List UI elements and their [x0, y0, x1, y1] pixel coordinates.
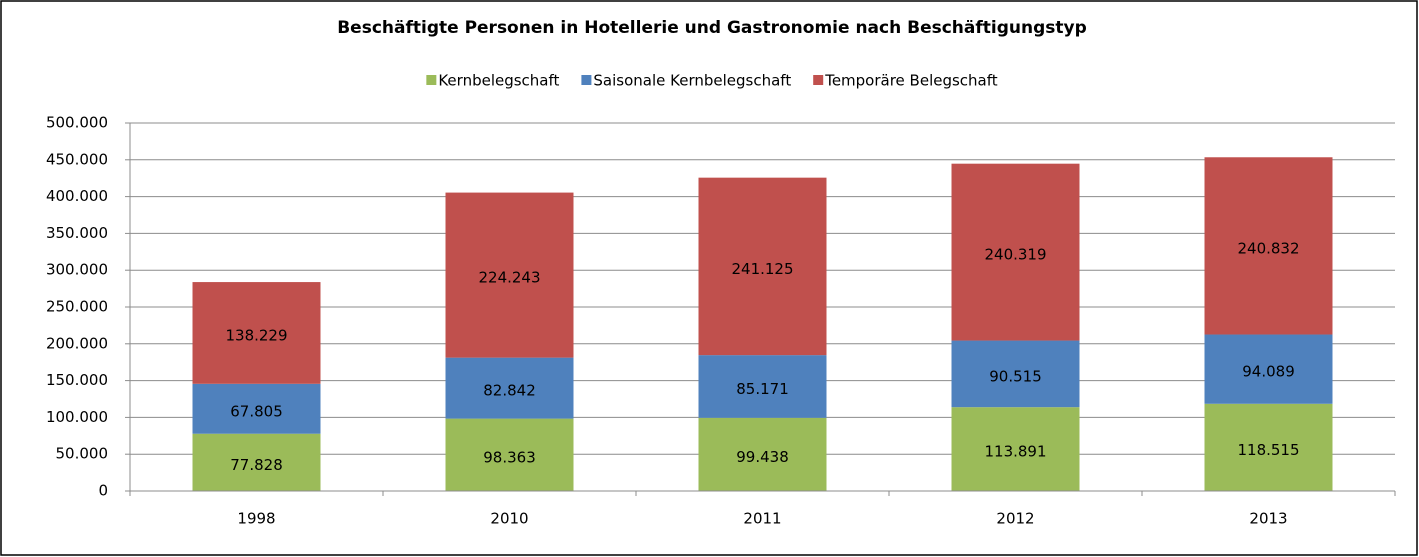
bar-segment — [445, 192, 574, 358]
y-tick-label: 500.000 — [46, 114, 108, 132]
legend-swatch — [426, 75, 437, 85]
bar-segment — [951, 163, 1080, 341]
bar-segment — [192, 383, 321, 434]
y-tick-label: 150.000 — [46, 371, 108, 389]
value-label: 118.515 — [1237, 441, 1299, 459]
legend-swatch — [813, 75, 824, 85]
value-label: 113.891 — [984, 443, 1046, 461]
value-label: 82.842 — [483, 382, 536, 400]
y-tick-label: 400.000 — [46, 187, 108, 205]
value-label: 99.438 — [736, 448, 789, 466]
value-label: 90.515 — [989, 367, 1042, 385]
legend-label: Kernbelegschaft — [438, 72, 559, 90]
bar-segment — [698, 355, 827, 418]
value-label: 224.243 — [478, 269, 540, 287]
bar-segment — [1204, 403, 1333, 491]
value-label: 240.832 — [1237, 239, 1299, 257]
value-label: 240.319 — [984, 246, 1046, 264]
y-tick-label: 300.000 — [46, 261, 108, 279]
chart-title: Beschäftigte Personen in Hotellerie und … — [337, 18, 1087, 38]
x-tick-label: 2011 — [743, 510, 781, 528]
bar-segment — [192, 282, 321, 384]
value-label: 98.363 — [483, 448, 536, 466]
bar-segment — [445, 418, 574, 491]
y-tick-label: 350.000 — [46, 224, 108, 242]
bar-segment — [445, 357, 574, 419]
y-tick-label: 450.000 — [46, 150, 108, 168]
bar-segment — [1204, 334, 1333, 404]
value-label: 77.828 — [230, 456, 283, 474]
value-label: 67.805 — [230, 402, 283, 420]
x-tick-label: 1998 — [237, 510, 275, 528]
x-tick-label: 2012 — [996, 510, 1034, 528]
bar-segment — [951, 340, 1080, 408]
y-tick-label: 250.000 — [46, 298, 108, 316]
y-tick-label: 200.000 — [46, 334, 108, 352]
y-tick-label: 100.000 — [46, 408, 108, 426]
legend-label: Saisonale Kernbelegschaft — [593, 72, 791, 90]
bar-segment — [192, 433, 321, 491]
y-tick-label: 50.000 — [56, 445, 109, 463]
value-label: 94.089 — [1242, 363, 1295, 381]
bar-segment — [698, 177, 827, 356]
x-tick-label: 2013 — [1249, 510, 1287, 528]
bar-segment — [698, 417, 827, 491]
value-label: 138.229 — [225, 326, 287, 344]
legend-label: Temporäre Belegschaft — [824, 72, 998, 90]
bar-segment — [1204, 157, 1333, 335]
value-label: 85.171 — [736, 380, 789, 398]
value-label: 241.125 — [731, 260, 793, 278]
legend-swatch — [581, 75, 592, 85]
x-tick-label: 2010 — [490, 510, 528, 528]
y-tick-label: 0 — [98, 482, 108, 500]
bar-segment — [951, 407, 1080, 491]
